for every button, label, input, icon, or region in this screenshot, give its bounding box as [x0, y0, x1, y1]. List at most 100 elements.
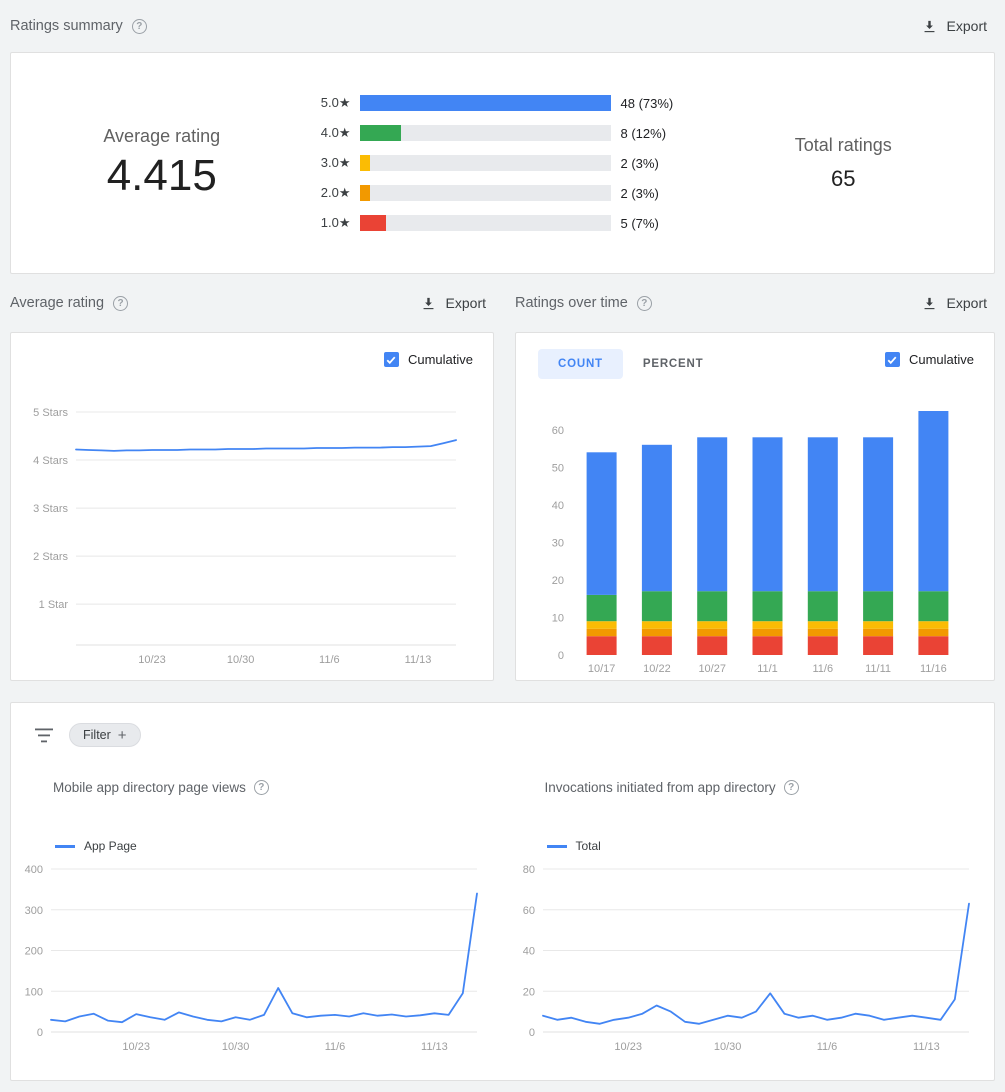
- rating-bar-label: 3.0★: [320, 155, 351, 170]
- cumulative-label: Cumulative: [407, 352, 473, 367]
- svg-text:10/30: 10/30: [713, 1041, 741, 1053]
- help-icon[interactable]: ?: [131, 18, 147, 34]
- svg-text:50: 50: [552, 462, 564, 474]
- rating-bar-label: 2.0★: [320, 185, 351, 200]
- invocations-chart: 0 20 40 60 80 10/23 10/30 11/6 11/13: [503, 857, 983, 1062]
- page-views-block: Mobile app directory page views ? App Pa…: [11, 747, 503, 1062]
- filter-list-icon[interactable]: [35, 728, 53, 743]
- ratings-summary-title-group: Ratings summary ?: [10, 18, 147, 34]
- rating-bar-fill: [359, 215, 386, 231]
- rating-bar-value: 2 (3%): [620, 185, 659, 201]
- svg-text:10: 10: [552, 612, 564, 624]
- rating-bar-value: 48 (73%): [620, 95, 674, 111]
- average-rating-card: Cumulative 5 Stars 4 Stars 3 Stars 2 Stars 1…: [10, 332, 494, 681]
- download-icon: [921, 295, 938, 312]
- rating-bar-fill: [359, 185, 370, 201]
- rating-distribution: 5.0★ 48 (73%) 4.0★ 8 (12%) 3.0★ 2 (3%) 2…: [313, 81, 693, 245]
- rating-bar-track: [359, 215, 611, 231]
- svg-text:60: 60: [522, 905, 534, 917]
- ratings-over-time-chart: 0 10 20 30 40 50 60 10/17 10/22 10/27 11/1 11/6 11/1…: [516, 333, 994, 680]
- svg-text:11/13: 11/13: [913, 1041, 940, 1053]
- svg-text:10/23: 10/23: [122, 1041, 150, 1053]
- ratings-over-time-column: Ratings over time ? Export COUNT PERCENT: [515, 274, 995, 681]
- rating-bar-row: 4.0★ 8 (12%): [313, 125, 693, 141]
- svg-text:0: 0: [528, 1027, 534, 1039]
- help-icon[interactable]: ?: [113, 295, 129, 311]
- svg-text:400: 400: [25, 864, 43, 876]
- svg-text:10/17: 10/17: [588, 663, 616, 675]
- rating-bar-track: [359, 125, 611, 141]
- tab-percent[interactable]: PERCENT: [623, 349, 724, 379]
- total-ratings-label: Total ratings: [794, 134, 892, 155]
- ratings-over-time-header: Ratings over time ? Export: [515, 274, 995, 332]
- cumulative-checkbox[interactable]: Cumulative: [383, 352, 473, 367]
- svg-text:10/27: 10/27: [698, 663, 726, 675]
- middle-charts-row: Average rating ? Export Cumulative: [10, 274, 995, 681]
- filter-chip-label: Filter: [83, 728, 111, 742]
- download-icon: [420, 295, 437, 312]
- svg-text:10/23: 10/23: [138, 654, 166, 666]
- rating-bar-label: 4.0★: [320, 125, 351, 140]
- checkbox-checked-icon: [884, 352, 900, 367]
- export-ratings-summary-button[interactable]: Export: [913, 12, 995, 41]
- help-icon[interactable]: ?: [783, 780, 799, 795]
- export-average-rating-button[interactable]: Export: [412, 289, 494, 318]
- average-rating-column: Average rating ? Export Cumulative: [10, 274, 494, 681]
- rating-bar-row: 2.0★ 2 (3%): [313, 185, 693, 201]
- legend-line-icon: [546, 844, 567, 848]
- filter-chip[interactable]: Filter +: [69, 723, 141, 747]
- svg-text:40: 40: [552, 500, 564, 512]
- tab-count[interactable]: COUNT: [538, 349, 623, 379]
- average-rating-chart: 5 Stars 4 Stars 3 Stars 2 Stars 1 Star 10/23 1…: [11, 333, 493, 680]
- ratings-summary-header: Ratings summary ? Export: [10, 0, 995, 52]
- cumulative-checkbox[interactable]: Cumulative: [884, 352, 974, 367]
- download-icon: [921, 18, 938, 35]
- total-ratings-value: 65: [831, 165, 856, 191]
- svg-text:40: 40: [522, 946, 534, 958]
- svg-text:11/6: 11/6: [816, 1041, 837, 1053]
- export-ratings-over-time-button[interactable]: Export: [913, 289, 995, 318]
- svg-text:20: 20: [552, 575, 564, 587]
- svg-text:30: 30: [552, 537, 564, 549]
- rating-bar-value: 5 (7%): [620, 215, 659, 231]
- invocations-title: Invocations initiated from app directory: [544, 780, 776, 795]
- svg-text:20: 20: [522, 986, 534, 998]
- total-ratings-block: Total ratings 65: [693, 135, 995, 192]
- svg-text:11/13: 11/13: [405, 654, 432, 666]
- legend-label: App Page: [84, 839, 137, 853]
- page-views-chart: 0 100 200 300 400 10/23 10/30 11/6 11/13: [11, 857, 491, 1062]
- rating-bar-value: 8 (12%): [620, 125, 667, 141]
- legend-label: Total: [575, 839, 601, 853]
- page-views-title: Mobile app directory page views: [53, 780, 246, 795]
- svg-text:200: 200: [25, 946, 43, 958]
- help-icon[interactable]: ?: [253, 780, 269, 795]
- svg-text:11/16: 11/16: [920, 663, 947, 675]
- svg-text:100: 100: [25, 986, 43, 998]
- directory-metrics-card: Filter + Mobile app directory page views…: [10, 702, 995, 1081]
- rating-bar-label: 1.0★: [320, 215, 351, 230]
- page-views-title-group: Mobile app directory page views ?: [53, 780, 503, 795]
- rating-bar-fill: [359, 125, 402, 141]
- cumulative-label: Cumulative: [908, 352, 974, 367]
- rating-bar-track: [359, 155, 611, 171]
- rating-bar-row: 5.0★ 48 (73%): [313, 95, 693, 111]
- average-rating-value: 4.415: [106, 150, 217, 200]
- average-rating-title-group: Average rating ?: [10, 295, 129, 311]
- average-rating-label: Average rating: [103, 125, 221, 146]
- svg-text:0: 0: [558, 650, 564, 662]
- svg-text:5 Stars: 5 Stars: [33, 407, 68, 419]
- count-percent-tabs: COUNT PERCENT: [538, 349, 723, 379]
- export-label: Export: [946, 295, 987, 311]
- ratings-over-time-section-title: Ratings over time: [515, 295, 628, 311]
- svg-text:11/6: 11/6: [325, 1041, 346, 1053]
- help-icon[interactable]: ?: [636, 295, 652, 311]
- bottom-charts-row: Mobile app directory page views ? App Pa…: [11, 747, 994, 1062]
- svg-text:300: 300: [25, 905, 43, 917]
- rating-bar-track: [359, 95, 611, 111]
- ratings-over-time-title-group: Ratings over time ?: [515, 295, 652, 311]
- svg-text:10/22: 10/22: [643, 663, 671, 675]
- svg-text:11/13: 11/13: [421, 1041, 448, 1053]
- svg-text:4 Stars: 4 Stars: [33, 455, 68, 467]
- rating-bar-row: 3.0★ 2 (3%): [313, 155, 693, 171]
- svg-text:10/23: 10/23: [614, 1041, 642, 1053]
